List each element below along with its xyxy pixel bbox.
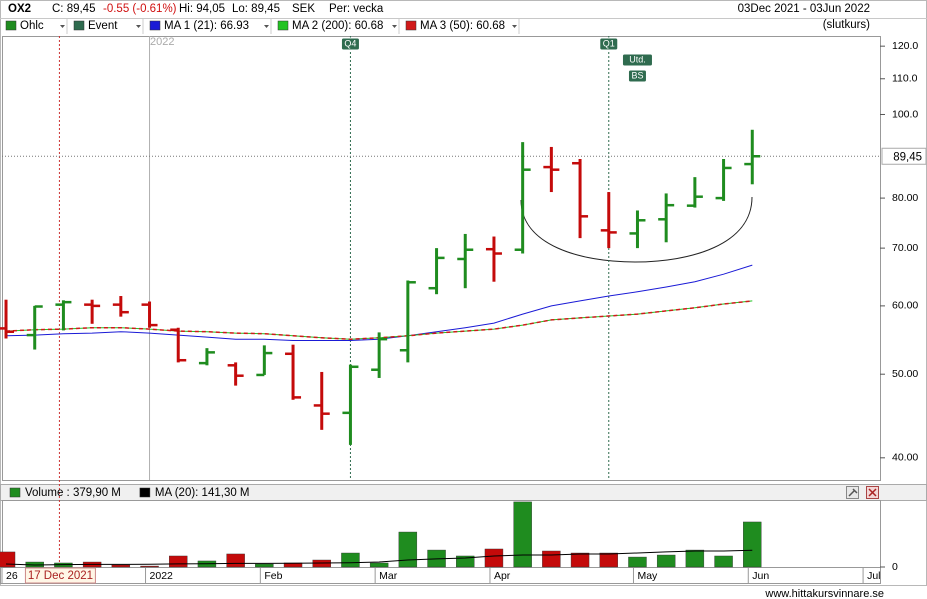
legend-label: Volume : 379,90 M	[25, 487, 121, 499]
event-label: BS	[631, 70, 643, 80]
last-price-label: 89,45	[893, 151, 922, 163]
volume-bar	[628, 556, 647, 568]
volume-bar	[542, 550, 561, 568]
date-range: 03Dec 2021 - 03Jun 2022	[738, 3, 870, 15]
volume-header	[0, 484, 927, 501]
dropdown-arrow	[136, 25, 141, 28]
volume-bar	[369, 562, 389, 568]
y-tick-label: 0	[892, 561, 898, 573]
volume-bar	[513, 501, 532, 568]
dropdown-arrow	[392, 25, 397, 28]
legend-swatch	[405, 20, 417, 31]
volume-bar	[111, 564, 131, 568]
event-label: Q4	[344, 38, 356, 48]
x-tick-label: Apr	[494, 570, 511, 582]
volume-bar	[656, 554, 676, 568]
cursor-box	[24, 567, 96, 584]
y-tick-label: 80.00	[892, 192, 918, 204]
volume-bar	[456, 555, 475, 568]
year-label: 2022	[150, 36, 174, 48]
cursor-label: 17 Dec 2021	[28, 570, 93, 582]
close-glyph	[868, 488, 877, 497]
legend-swatch	[149, 20, 161, 31]
legend-label: Event	[88, 20, 118, 32]
volume-bar	[714, 555, 733, 568]
event-marker	[621, 53, 653, 67]
legend-swatch	[9, 487, 21, 498]
volume-bar	[599, 552, 618, 568]
close: C: 89,45	[52, 3, 95, 15]
legend-label: MA 1 (21): 66.93	[164, 20, 249, 32]
legend-label: MA (20): 141,30 M	[155, 487, 250, 499]
event-marker	[599, 37, 619, 51]
change: -0.55 (-0.61%)	[103, 3, 177, 15]
x-tick-label: Feb	[264, 570, 282, 582]
volume-bar	[169, 555, 188, 568]
x-tick-label: 26	[6, 570, 18, 582]
y-tick-label: 70.00	[892, 242, 918, 254]
dropdown-arrow	[264, 25, 269, 28]
legend-label: Ohlc	[20, 20, 44, 32]
y-tick-label: 100.0	[892, 108, 918, 120]
low: Lo: 89,45	[232, 3, 280, 15]
footer: www.hittakursvinnare.se	[764, 588, 884, 599]
y-tick-label: 110.0	[892, 73, 918, 85]
symbol: OX2	[8, 3, 31, 15]
volume-bar	[255, 563, 274, 568]
dropdown-arrow	[60, 25, 65, 28]
x-tick-label: Jul	[867, 570, 880, 582]
volume-bar	[570, 552, 590, 568]
y-tick-label: 120.0	[892, 40, 918, 52]
cup-annotation	[520, 196, 753, 263]
event-marker	[340, 37, 360, 51]
y-tick-label: 50.00	[892, 368, 918, 380]
x-tick-label: Mar	[379, 570, 398, 582]
y-tick-label: 40.00	[892, 452, 918, 464]
last-price-box	[881, 147, 927, 165]
currency: SEK	[292, 3, 315, 15]
dropdown-arrow	[512, 25, 517, 28]
legend-swatch	[277, 20, 289, 31]
volume-bar	[341, 552, 360, 568]
event-label: Q1	[603, 38, 615, 48]
price-panel	[2, 36, 881, 481]
event-label: Utd.	[629, 54, 646, 64]
volume-bar	[398, 531, 418, 568]
legend-swatch	[139, 487, 151, 498]
x-tick-label: Jun	[752, 570, 769, 582]
x-tick-label: May	[637, 570, 658, 582]
legend-swatch	[73, 20, 85, 31]
volume-bar	[743, 521, 762, 568]
period: Per: vecka	[329, 3, 384, 15]
legend-label: MA 3 (50): 60.68	[420, 20, 505, 32]
volume-bar	[685, 549, 705, 568]
legend-swatch	[5, 20, 17, 31]
price-mode: (slutkurs)	[823, 19, 870, 31]
event-marker	[627, 69, 647, 83]
volume-bar	[484, 548, 504, 568]
legend-label: MA 2 (200): 60.68	[292, 20, 383, 32]
high: Hi: 94,05	[179, 3, 225, 15]
volume-bar	[140, 565, 159, 568]
volume-bar	[0, 551, 16, 568]
volume-bar	[226, 553, 245, 568]
x-tick-label: 2022	[150, 570, 174, 582]
y-tick-label: 60.00	[892, 300, 918, 312]
volume-ma-line	[5, 549, 753, 566]
x-axis-strip	[0, 567, 881, 584]
settings-glyph	[848, 488, 858, 497]
